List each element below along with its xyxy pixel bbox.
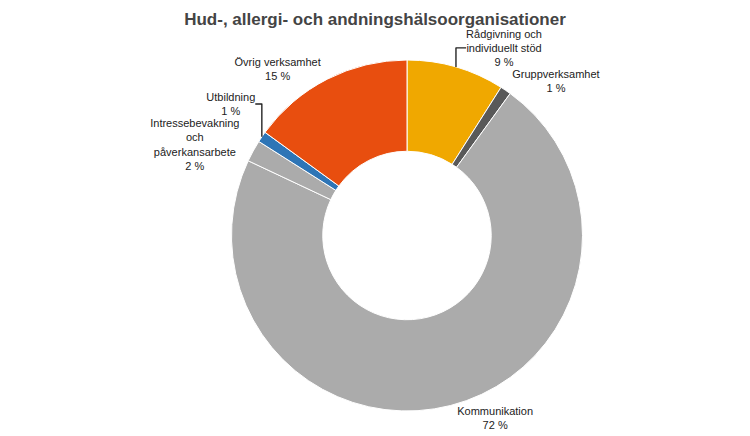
svg-text:Gruppverksamhet1 %: Gruppverksamhet1 % xyxy=(512,68,599,94)
svg-text:Utbildning1 %: Utbildning1 % xyxy=(206,91,255,117)
svg-text:Hud-, allergi- och andningshäl: Hud-, allergi- och andningshälsoorganisa… xyxy=(184,10,566,29)
svg-text:Rådgivning ochindividuellt stö: Rådgivning ochindividuellt stöd9 % xyxy=(466,28,542,69)
svg-text:Intressebevakningochpåverkansa: Intressebevakningochpåverkansarbete2 % xyxy=(150,117,239,172)
svg-text:Kommunikation72 %: Kommunikation72 % xyxy=(457,405,533,431)
svg-text:Övrig verksamhet15 %: Övrig verksamhet15 % xyxy=(235,56,321,82)
